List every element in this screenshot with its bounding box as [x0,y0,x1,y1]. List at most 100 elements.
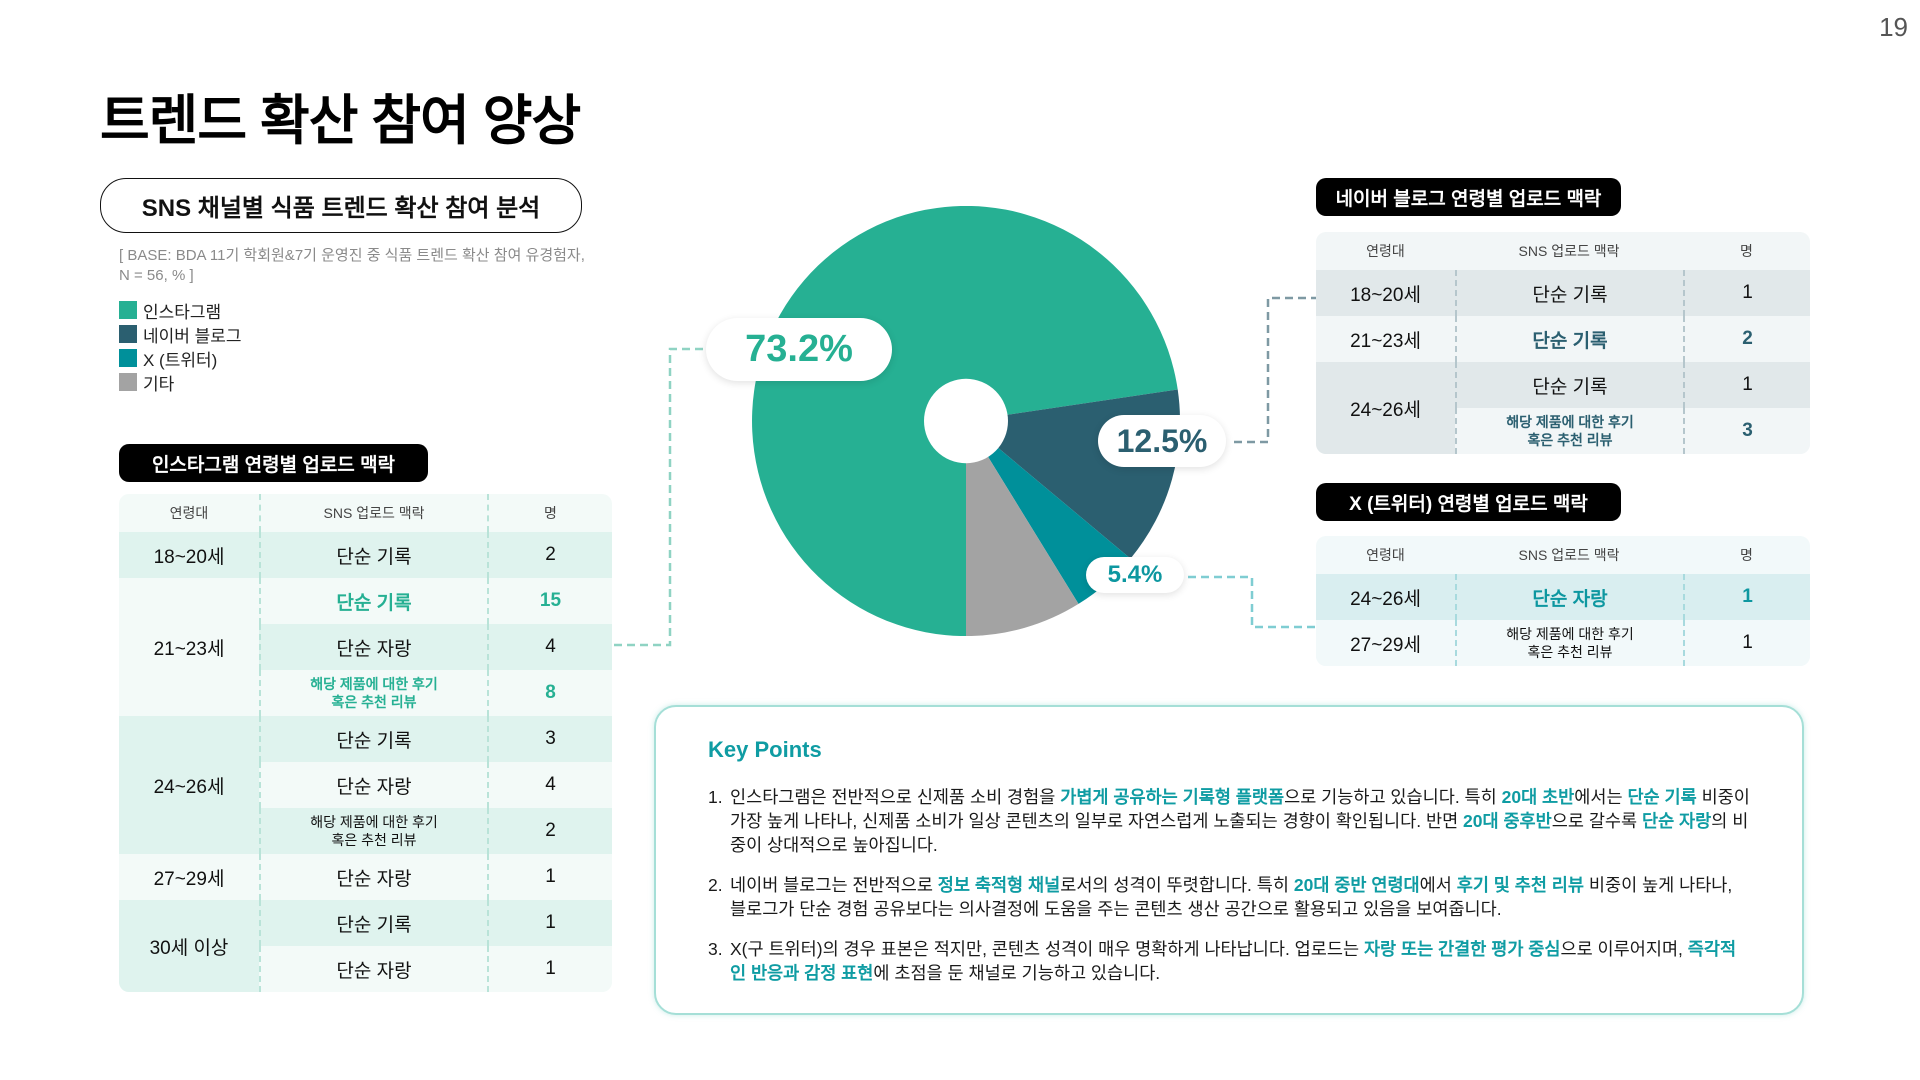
header-count: 명 [487,494,612,532]
key-point-item: 2. 네이버 블로그는 전반적으로 정보 축적형 채널로서의 성격이 뚜렷합니다… [708,873,1752,921]
header-context: SNS 업로드 맥락 [259,494,487,532]
pie-label-naver: 12.5% [1098,415,1226,467]
table-row: 단순 기록 1 [1455,270,1810,316]
pie-slice-other [966,421,1079,637]
context-cell: 해당 제품에 대한 후기 혹은 추천 리뷰 [259,670,487,716]
key-points-title: Key Points [708,737,822,762]
table-row: 단순 자랑 4 [259,624,612,670]
context-cell: 단순 기록 [1455,270,1683,316]
table-header: 연령대 SNS 업로드 맥락 명 [1316,232,1810,270]
count-cell: 1 [487,946,612,992]
naver-table-title: 네이버 블로그 연령별 업로드 맥락 [1316,178,1621,216]
x-table: 연령대 SNS 업로드 맥락 명 24~26세 단순 자랑 1 27~29세 해… [1316,536,1810,666]
table-header: 연령대 SNS 업로드 맥락 명 [119,494,612,532]
age-cell: 21~23세 [119,578,259,716]
count-cell: 8 [487,670,612,716]
key-points-list: 1. 인스타그램은 전반적으로 신제품 소비 경험을 가볍게 공유하는 기록형 … [708,785,1752,985]
legend-label: 기타 [143,374,175,394]
chart-legend: 인스타그램 네이버 블로그 X (트위터) 기타 [119,298,242,394]
age-cell: 18~20세 [119,532,259,578]
context-cell: 단순 기록 [259,578,487,624]
count-cell: 1 [1683,620,1810,666]
age-cell: 18~20세 [1316,270,1455,316]
count-cell: 1 [1683,362,1810,408]
table-row: 단순 자랑 1 [259,854,612,900]
table-group: 24~26세 단순 기록 3 단순 자랑 4 해당 제품에 대한 후기 혹은 추천… [119,716,612,854]
age-cell: 21~23세 [1316,316,1455,362]
header-context: SNS 업로드 맥락 [1518,547,1620,563]
count-cell: 1 [1683,574,1810,620]
pie-center-hole [924,378,1008,464]
table-group: 21~23세 단순 기록 2 [1316,316,1810,362]
legend-item-other: 기타 [119,370,242,394]
count-cell: 15 [487,578,612,624]
table-row: 해당 제품에 대한 후기 혹은 추천 리뷰 2 [259,808,612,854]
page-number: 19 [1879,12,1908,42]
table-row: 단순 기록 15 [259,578,612,624]
age-cell: 24~26세 [1316,362,1455,454]
legend-swatch-icon [119,325,137,343]
context-cell: 단순 자랑 [259,946,487,992]
x-table-title: X (트위터) 연령별 업로드 맥락 [1316,483,1621,521]
table-row: 단순 기록 2 [259,532,612,578]
context-cell: 해당 제품에 대한 후기 혹은 추천 리뷰 [1455,620,1683,666]
header-count: 명 [1740,547,1753,563]
table-row: 단순 자랑 4 [259,762,612,808]
context-cell: 해당 제품에 대한 후기 혹은 추천 리뷰 [259,808,487,854]
table-row: 단순 기록 1 [259,900,612,946]
table-header: 연령대 SNS 업로드 맥락 명 [1316,536,1810,574]
pie-slice-x [966,421,1131,604]
count-cell: 1 [1683,270,1810,316]
instagram-table-title: 인스타그램 연령별 업로드 맥락 [119,444,428,482]
age-cell: 27~29세 [1316,620,1455,666]
header-count: 명 [1740,243,1753,259]
table-group: 30세 이상 단순 기록 1 단순 자랑 1 [119,900,612,992]
context-cell: 단순 자랑 [259,624,487,670]
key-point-item: 1. 인스타그램은 전반적으로 신제품 소비 경험을 가볍게 공유하는 기록형 … [708,785,1752,857]
instagram-table: 연령대 SNS 업로드 맥락 명 18~20세 단순 기록 2 21~23세 단… [119,494,612,992]
chart-subtitle-pill: SNS 채널별 식품 트렌드 확산 참여 분석 [100,178,582,233]
context-cell: 단순 기록 [259,532,487,578]
table-group: 24~26세 단순 자랑 1 [1316,574,1810,620]
context-cell: 단순 자랑 [259,762,487,808]
table-group: 18~20세 단순 기록 2 [119,532,612,578]
legend-swatch-icon [119,373,137,391]
legend-swatch-icon [119,301,137,319]
count-cell: 3 [1683,408,1810,454]
key-point-text: 네이버 블로그는 전반적으로 정보 축적형 채널로서의 성격이 뚜렷합니다. 특… [730,875,1733,919]
age-cell: 24~26세 [119,716,259,854]
count-cell: 4 [487,762,612,808]
naver-table: 연령대 SNS 업로드 맥락 명 18~20세 단순 기록 1 21~23세 단… [1316,232,1810,454]
key-point-text: X(구 트위터)의 경우 표본은 적지만, 콘텐츠 성격이 매우 명확하게 나타… [730,939,1737,983]
table-group: 27~29세 단순 자랑 1 [119,854,612,900]
table-row: 단순 자랑 1 [1455,574,1810,620]
count-cell: 2 [487,808,612,854]
table-group: 18~20세 단순 기록 1 [1316,270,1810,316]
table-row: 단순 기록 1 [1455,362,1810,408]
count-cell: 2 [1683,316,1810,362]
page-title: 트렌드 확산 참여 양상 [100,91,581,151]
table-row: 해당 제품에 대한 후기 혹은 추천 리뷰 8 [259,670,612,716]
legend-label: 인스타그램 [143,302,222,322]
legend-item-x: X (트위터) [119,346,242,370]
table-row: 해당 제품에 대한 후기 혹은 추천 리뷰 1 [1455,620,1810,666]
key-point-text: 인스타그램은 전반적으로 신제품 소비 경험을 가볍게 공유하는 기록형 플랫폼… [730,787,1750,855]
legend-label: X (트위터) [143,350,218,370]
age-cell: 27~29세 [119,854,259,900]
header-age: 연령대 [1366,243,1405,259]
count-cell: 1 [487,854,612,900]
chart-subtitle: SNS 채널별 식품 트렌드 확산 참여 분석 [141,195,541,222]
table-row: 단순 기록 3 [259,716,612,762]
age-cell: 30세 이상 [119,900,259,992]
base-note: [ BASE: BDA 11기 학회원&7기 운영진 중 식품 트렌드 확산 참… [119,247,585,284]
count-cell: 1 [487,900,612,946]
context-cell: 해당 제품에 대한 후기 혹은 추천 리뷰 [1455,408,1683,454]
legend-label: 네이버 블로그 [143,326,242,346]
legend-item-instagram: 인스타그램 [119,298,242,322]
count-cell: 4 [487,624,612,670]
table-row: 단순 자랑 1 [259,946,612,992]
table-row: 해당 제품에 대한 후기 혹은 추천 리뷰 3 [1455,408,1810,454]
header-age: 연령대 [169,505,209,521]
pie-label-x: 5.4% [1086,557,1184,593]
key-points-box: Key Points 1. 인스타그램은 전반적으로 신제품 소비 경험을 가볍… [654,705,1804,1015]
